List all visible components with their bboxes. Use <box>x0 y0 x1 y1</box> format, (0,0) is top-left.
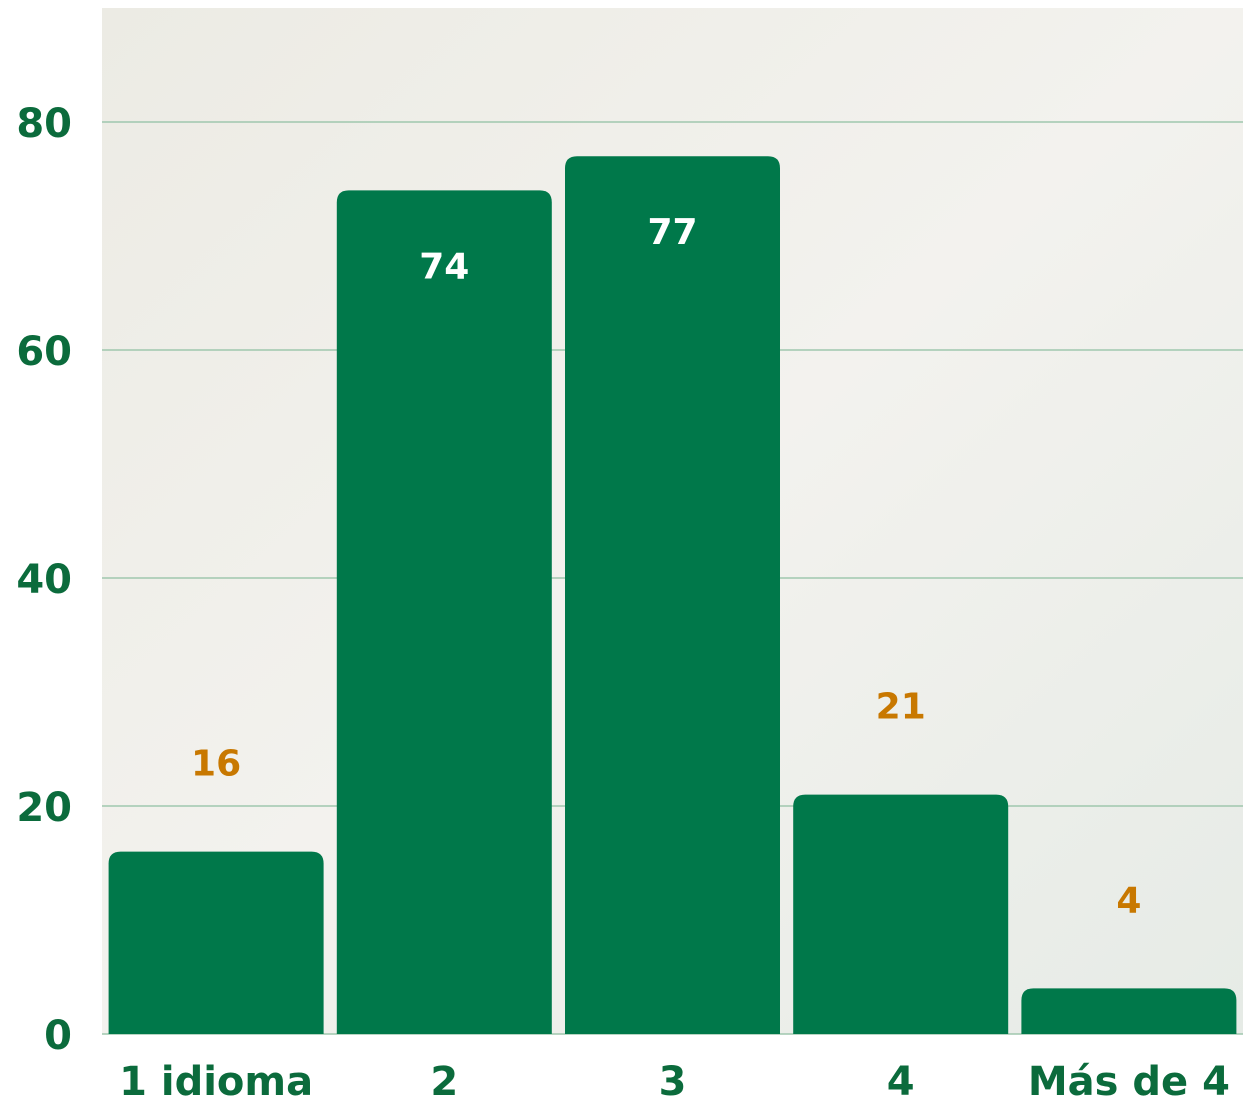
x-tick-label: 4 <box>887 1059 915 1105</box>
x-tick-label: Más de 4 <box>1028 1059 1230 1105</box>
bar <box>1021 988 1236 1034</box>
value-label: 74 <box>419 246 469 287</box>
bar <box>793 795 1008 1034</box>
chart: 0 20 40 60 80 1 idioma 16 2 74 3 77 4 21 Más de 4 4 <box>0 0 1243 1106</box>
y-tick-label: 60 <box>16 329 72 375</box>
page: {"chart_data": {"type": "bar", "categori… <box>0 0 1243 1106</box>
value-label: 77 <box>647 212 697 253</box>
bar <box>565 156 780 1034</box>
value-label: 4 <box>1116 880 1141 921</box>
y-tick-label: 80 <box>16 101 72 147</box>
x-tick-label: 3 <box>659 1059 687 1105</box>
bar <box>109 852 324 1034</box>
x-tick-label: 1 idioma <box>119 1059 313 1105</box>
x-tick-label: 2 <box>430 1059 458 1105</box>
y-tick-label: 20 <box>16 785 72 831</box>
value-label: 21 <box>876 687 926 728</box>
bar <box>337 190 552 1034</box>
y-tick-label: 0 <box>44 1013 72 1059</box>
value-label: 16 <box>191 744 241 785</box>
y-tick-label: 40 <box>16 557 72 603</box>
